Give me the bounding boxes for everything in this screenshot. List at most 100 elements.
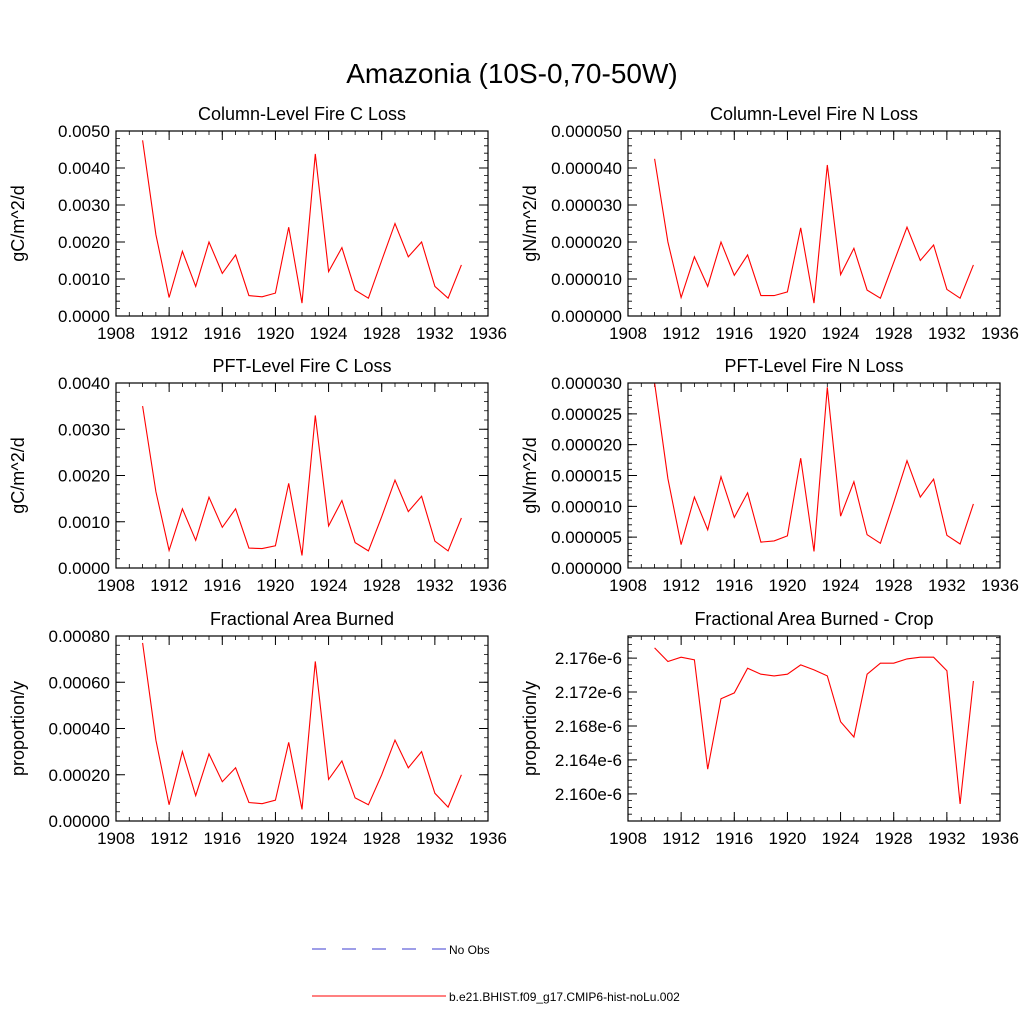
x-tick-label: 1936 bbox=[981, 576, 1019, 595]
y-tick-label: 0.00040 bbox=[49, 720, 110, 739]
x-tick-label: 1924 bbox=[310, 829, 348, 848]
chart-panel-3: 1908 1912 1916 1920 1924 1928 1932 1936 0.0000 0.… bbox=[8, 356, 507, 595]
y-tick-label: 2.172e-6 bbox=[555, 683, 622, 702]
y-tick-label: 0.0000 bbox=[58, 307, 110, 326]
x-tick-label: 1924 bbox=[822, 324, 860, 343]
y-tick-label: 0.000000 bbox=[551, 559, 622, 578]
chart-title: Column-Level Fire C Loss bbox=[198, 104, 406, 124]
x-tick-label: 1912 bbox=[662, 576, 700, 595]
x-tick-label: 1908 bbox=[97, 324, 135, 343]
y-tick-label: 0.000050 bbox=[551, 122, 622, 141]
y-tick-label: 0.0050 bbox=[58, 122, 110, 141]
plot-frame bbox=[115, 635, 489, 822]
chart-panel-6: 1908 1912 1916 1920 1924 1928 1932 1936 2.160e-6… bbox=[520, 609, 1019, 848]
plot-frame bbox=[115, 382, 489, 569]
x-tick-label: 1932 bbox=[416, 576, 454, 595]
y-tick-label: 0.000030 bbox=[551, 196, 622, 215]
x-tick-label: 1936 bbox=[469, 829, 507, 848]
chart-title: Fractional Area Burned - Crop bbox=[694, 609, 933, 629]
x-tick-label: 1920 bbox=[769, 324, 807, 343]
y-tick-label: 2.176e-6 bbox=[555, 649, 622, 668]
x-tick-label: 1932 bbox=[416, 829, 454, 848]
y-axis-label: gC/m^2/d bbox=[8, 437, 28, 513]
x-tick-label: 1908 bbox=[609, 576, 647, 595]
x-tick-label: 1912 bbox=[150, 324, 188, 343]
series-line bbox=[654, 382, 974, 552]
y-tick-label: 0.00060 bbox=[49, 673, 110, 692]
x-tick-label: 1928 bbox=[875, 829, 913, 848]
y-tick-label: 0.000015 bbox=[551, 467, 622, 486]
panels: 1908 1912 1916 1920 1924 1928 1932 1936 0.0000 0.… bbox=[8, 104, 1019, 848]
x-tick-label: 1908 bbox=[97, 576, 135, 595]
x-tick-label: 1916 bbox=[715, 324, 753, 343]
x-tick-label: 1932 bbox=[928, 576, 966, 595]
series-line bbox=[142, 642, 462, 810]
y-tick-label: 0.0020 bbox=[58, 467, 110, 486]
y-axis-label: gN/m^2/d bbox=[520, 185, 540, 261]
y-tick-label: 0.000020 bbox=[551, 233, 622, 252]
y-tick-label: 0.0030 bbox=[58, 196, 110, 215]
series-line bbox=[142, 140, 462, 304]
x-tick-label: 1932 bbox=[928, 829, 966, 848]
chart-title: PFT-Level Fire N Loss bbox=[724, 356, 903, 376]
x-tick-label: 1912 bbox=[150, 829, 188, 848]
x-tick-label: 1916 bbox=[203, 576, 241, 595]
y-tick-label: 2.168e-6 bbox=[555, 717, 622, 736]
legend: No Obs b.e21.BHIST.f09_g17.CMIP6-hist-no… bbox=[312, 943, 680, 1004]
x-tick-label: 1908 bbox=[97, 829, 135, 848]
y-tick-label: 0.000020 bbox=[551, 436, 622, 455]
y-tick-label: 0.000010 bbox=[551, 497, 622, 516]
x-tick-label: 1928 bbox=[363, 576, 401, 595]
plot-frame bbox=[627, 130, 1001, 317]
chart-title: Fractional Area Burned bbox=[210, 609, 394, 629]
x-tick-label: 1932 bbox=[416, 324, 454, 343]
y-axis-label: gN/m^2/d bbox=[520, 437, 540, 513]
legend-obs-label: No Obs bbox=[449, 943, 490, 957]
x-tick-label: 1916 bbox=[715, 576, 753, 595]
y-tick-label: 0.00020 bbox=[49, 766, 110, 785]
series-line bbox=[142, 406, 462, 556]
y-tick-label: 0.0010 bbox=[58, 270, 110, 289]
x-tick-label: 1920 bbox=[257, 576, 295, 595]
x-tick-label: 1924 bbox=[310, 324, 348, 343]
x-tick-label: 1916 bbox=[203, 324, 241, 343]
legend-model-label: b.e21.BHIST.f09_g17.CMIP6-hist-noLu.002 bbox=[449, 990, 680, 1004]
x-tick-label: 1920 bbox=[769, 576, 807, 595]
y-tick-label: 0.000025 bbox=[551, 405, 622, 424]
x-tick-label: 1920 bbox=[769, 829, 807, 848]
y-axis-label: proportion/y bbox=[520, 681, 540, 776]
y-tick-label: 2.160e-6 bbox=[555, 785, 622, 804]
chart-title: Column-Level Fire N Loss bbox=[710, 104, 918, 124]
series-line bbox=[654, 158, 974, 304]
y-tick-label: 0.00000 bbox=[49, 812, 110, 831]
x-tick-label: 1908 bbox=[609, 324, 647, 343]
x-tick-label: 1932 bbox=[928, 324, 966, 343]
x-tick-label: 1920 bbox=[257, 324, 295, 343]
x-tick-label: 1912 bbox=[662, 829, 700, 848]
y-tick-label: 0.0020 bbox=[58, 233, 110, 252]
minor-ticks bbox=[627, 636, 1001, 822]
chart-panel-2: 1908 1912 1916 1920 1924 1928 1932 1936 0.000000… bbox=[520, 104, 1019, 343]
y-tick-label: 2.164e-6 bbox=[555, 751, 622, 770]
x-tick-label: 1936 bbox=[981, 829, 1019, 848]
plot-frame bbox=[115, 130, 489, 317]
x-tick-label: 1936 bbox=[469, 324, 507, 343]
y-tick-label: 0.0040 bbox=[58, 159, 110, 178]
series-line bbox=[654, 647, 974, 805]
main-title: Amazonia (10S-0,70-50W) bbox=[346, 58, 677, 89]
x-tick-label: 1912 bbox=[150, 576, 188, 595]
x-tick-label: 1924 bbox=[822, 576, 860, 595]
x-tick-label: 1924 bbox=[310, 576, 348, 595]
y-tick-label: 0.000010 bbox=[551, 270, 622, 289]
y-tick-label: 0.000040 bbox=[551, 159, 622, 178]
y-tick-label: 0.0000 bbox=[58, 559, 110, 578]
minor-ticks bbox=[627, 382, 1001, 569]
x-tick-label: 1908 bbox=[609, 829, 647, 848]
x-tick-label: 1936 bbox=[981, 324, 1019, 343]
y-tick-label: 0.000000 bbox=[551, 307, 622, 326]
plot-frame bbox=[627, 382, 1001, 569]
x-tick-label: 1920 bbox=[257, 829, 295, 848]
chart-panel-4: 1908 1912 1916 1920 1924 1928 1932 1936 0.000000… bbox=[520, 356, 1019, 595]
x-tick-label: 1928 bbox=[875, 576, 913, 595]
plot-frame bbox=[627, 635, 1001, 822]
